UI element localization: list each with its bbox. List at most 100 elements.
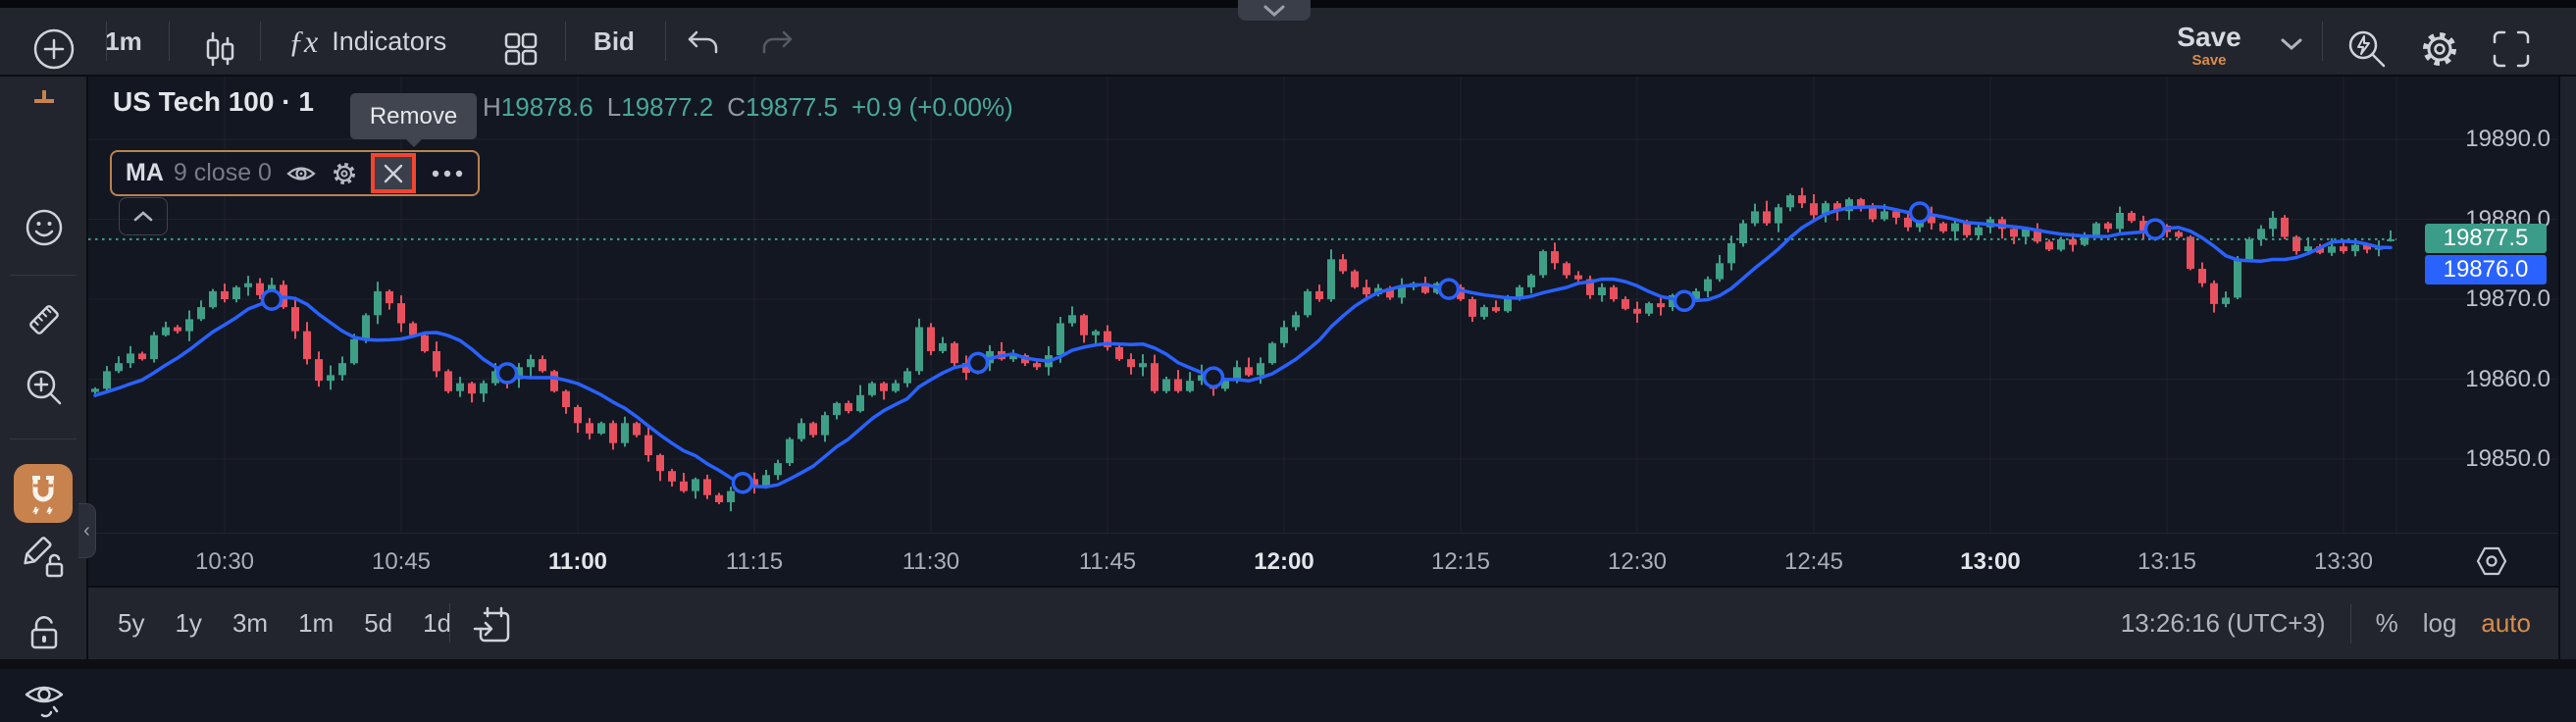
sidebar-separator (10, 438, 77, 439)
calendar-arrow-icon (473, 605, 514, 645)
undo-icon (687, 28, 720, 56)
gear-icon (331, 160, 358, 187)
low-value: 19877.2 (621, 92, 714, 122)
chart-style-button[interactable] (202, 31, 237, 69)
plus-circle-icon (32, 27, 76, 71)
axis-settings-button[interactable] (2475, 545, 2508, 577)
eye-hide-icon (22, 677, 67, 722)
toolbar-collapse-tab[interactable] (1238, 0, 1311, 21)
time-tick: 11:15 (725, 548, 784, 575)
indicator-remove-button[interactable] (370, 153, 416, 193)
time-tick: 13:30 (2313, 548, 2374, 575)
low-label: L (606, 92, 622, 122)
percent-scale-button[interactable]: % (2375, 608, 2398, 638)
lock-all-drawings-button[interactable] (22, 610, 67, 655)
time-tick: 11:00 (547, 548, 608, 575)
range-button-5y[interactable]: 5y (118, 608, 145, 638)
indicator-visibility-button[interactable] (286, 163, 316, 184)
toolbar-separator (449, 603, 450, 643)
indicator-more-button[interactable] (431, 169, 464, 179)
toolbar-separator (169, 22, 170, 61)
save-label: Save (2177, 22, 2241, 52)
symbol-title[interactable]: US Tech 100 · 1 (113, 86, 314, 117)
last-price-badge: 19877.5 (2425, 224, 2547, 253)
magnifier-plus-icon (23, 366, 66, 409)
save-sublabel: Save (2191, 52, 2227, 69)
remove-tooltip-text: Remove (369, 102, 458, 129)
eye-icon (286, 163, 316, 184)
lock-drawing-tool-button[interactable] (22, 535, 67, 580)
grid-layout-icon (502, 30, 540, 68)
emoji-tool-button[interactable] (22, 205, 67, 250)
chart-pane[interactable]: US Tech 100 · 1 H19878.6 L19877.2 C19877.5… (88, 77, 2558, 586)
chevron-down-icon (1263, 5, 1285, 17)
hide-drawings-button[interactable] (22, 677, 67, 722)
time-tick: 10:45 (371, 548, 432, 575)
fullscreen-button[interactable] (2489, 26, 2534, 72)
toolbar-separator (2322, 22, 2323, 61)
measure-tool-button[interactable] (22, 297, 67, 342)
ellipsis-icon (431, 169, 464, 179)
right-panel-strip (2558, 77, 2576, 659)
price-axis[interactable]: 19890.0 19880.0 19870.0 19860.0 19850.0 (2396, 77, 2558, 533)
magnet-mode-button[interactable] (14, 464, 73, 523)
log-scale-button[interactable]: log (2422, 608, 2457, 638)
bottom-toolbar: 5y 1y 3m 1m 5d 1d 13:26:16 (UTC+3) % log auto (88, 586, 2558, 659)
time-tick: 13:00 (1960, 548, 2021, 575)
sidebar-collapse-handle[interactable]: ‹ (78, 503, 96, 558)
remove-tooltip: Remove (350, 93, 477, 147)
bid-button[interactable]: Bid (593, 26, 635, 56)
save-menu-button[interactable] (2280, 37, 2303, 51)
smiley-icon (23, 206, 66, 249)
auto-scale-button[interactable]: auto (2481, 608, 2531, 638)
chevron-down-icon (2280, 37, 2303, 51)
time-tick: 13:15 (2137, 548, 2197, 575)
indicator-params: 9 close 0 (173, 159, 272, 186)
chevron-up-icon (133, 211, 153, 222)
settings-button[interactable] (2417, 26, 2462, 72)
go-to-date-button[interactable] (473, 605, 514, 645)
quick-search-button[interactable] (2344, 26, 2390, 72)
range-button-3m[interactable]: 3m (232, 608, 269, 638)
redo-button[interactable] (760, 28, 794, 56)
range-button-1m[interactable]: 1m (298, 608, 335, 638)
drawing-toolbar: ‹ (0, 77, 96, 718)
clock[interactable]: 13:26:16 (UTC+3) (2120, 608, 2326, 638)
save-button[interactable]: Save Save (2170, 24, 2248, 69)
candlestick-icon (202, 31, 237, 69)
indicators-button[interactable]: ƒx Indicators (288, 8, 446, 75)
time-tick: 12:15 (1430, 548, 1491, 575)
ma-value-badge: 19876.0 (2425, 255, 2547, 284)
time-tick: 11:45 (1078, 548, 1137, 575)
range-button-1y[interactable]: 1y (175, 608, 202, 638)
unlocked-padlock-icon (23, 611, 66, 654)
interval-button[interactable]: 1m (105, 26, 142, 56)
range-button-1d[interactable]: 1d (423, 608, 452, 638)
range-button-5d[interactable]: 5d (364, 608, 393, 638)
date-range-buttons: 5y 1y 3m 1m 5d 1d (118, 588, 451, 659)
redo-icon (760, 28, 794, 56)
fx-icon: ƒx (288, 23, 319, 59)
price-tick: 19890.0 (2465, 126, 2550, 152)
layout-button[interactable] (502, 30, 540, 68)
indicator-settings-button[interactable] (331, 160, 358, 187)
magnet-icon (20, 470, 67, 517)
price-tick: 19850.0 (2465, 445, 2550, 472)
fullscreen-icon (2489, 26, 2534, 72)
sidebar-separator (10, 275, 77, 276)
high-label: H (483, 92, 501, 122)
chevron-left-icon: ‹ (83, 519, 90, 542)
tooltip-pointer (404, 138, 423, 147)
close-icon (382, 162, 405, 185)
indicator-name: MA (126, 159, 164, 186)
legend-collapse-button[interactable] (119, 197, 168, 235)
zoom-in-tool-button[interactable] (22, 365, 67, 410)
hexagon-gear-icon (2475, 545, 2508, 577)
top-toolbar: 1m ƒx Indicators Bid Save Save (0, 8, 2576, 77)
candlestick-chart[interactable] (88, 77, 2558, 586)
pencil-lock-icon (22, 535, 67, 580)
undo-button[interactable] (687, 28, 720, 56)
ma-indicator-legend[interactable]: MA 9 close 0 (110, 150, 480, 196)
add-symbol-button[interactable] (32, 27, 76, 71)
time-axis[interactable]: 10:30 10:45 11:00 11:15 11:30 11:45 12:00 12:15… (88, 533, 2558, 586)
